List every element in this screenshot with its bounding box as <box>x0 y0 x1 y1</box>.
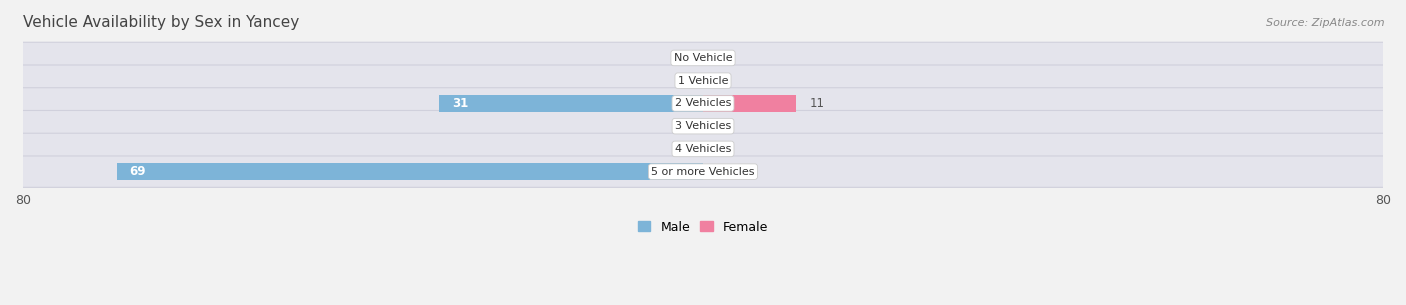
Text: No Vehicle: No Vehicle <box>673 53 733 63</box>
Text: 3 Vehicles: 3 Vehicles <box>675 121 731 131</box>
Legend: Male, Female: Male, Female <box>633 216 773 239</box>
Bar <box>440 95 703 112</box>
Text: 69: 69 <box>129 165 146 178</box>
FancyBboxPatch shape <box>21 110 1385 142</box>
Text: 2 Vehicles: 2 Vehicles <box>675 99 731 108</box>
Text: 11: 11 <box>810 97 824 110</box>
Bar <box>703 95 797 112</box>
Text: 0: 0 <box>716 165 723 178</box>
Text: 0: 0 <box>683 74 690 87</box>
FancyBboxPatch shape <box>21 156 1385 187</box>
FancyBboxPatch shape <box>21 133 1385 165</box>
Text: 0: 0 <box>683 52 690 64</box>
Text: Vehicle Availability by Sex in Yancey: Vehicle Availability by Sex in Yancey <box>22 15 299 30</box>
Text: 31: 31 <box>453 97 468 110</box>
Text: 0: 0 <box>683 120 690 133</box>
Text: 4 Vehicles: 4 Vehicles <box>675 144 731 154</box>
Text: 0: 0 <box>683 142 690 156</box>
FancyBboxPatch shape <box>21 42 1385 74</box>
Bar <box>117 163 703 180</box>
Text: 5 or more Vehicles: 5 or more Vehicles <box>651 167 755 177</box>
Text: Source: ZipAtlas.com: Source: ZipAtlas.com <box>1267 18 1385 28</box>
Text: 0: 0 <box>716 74 723 87</box>
Text: 0: 0 <box>716 52 723 64</box>
Text: 1 Vehicle: 1 Vehicle <box>678 76 728 86</box>
FancyBboxPatch shape <box>21 88 1385 119</box>
FancyBboxPatch shape <box>21 65 1385 96</box>
Text: 0: 0 <box>716 142 723 156</box>
Text: 0: 0 <box>716 120 723 133</box>
